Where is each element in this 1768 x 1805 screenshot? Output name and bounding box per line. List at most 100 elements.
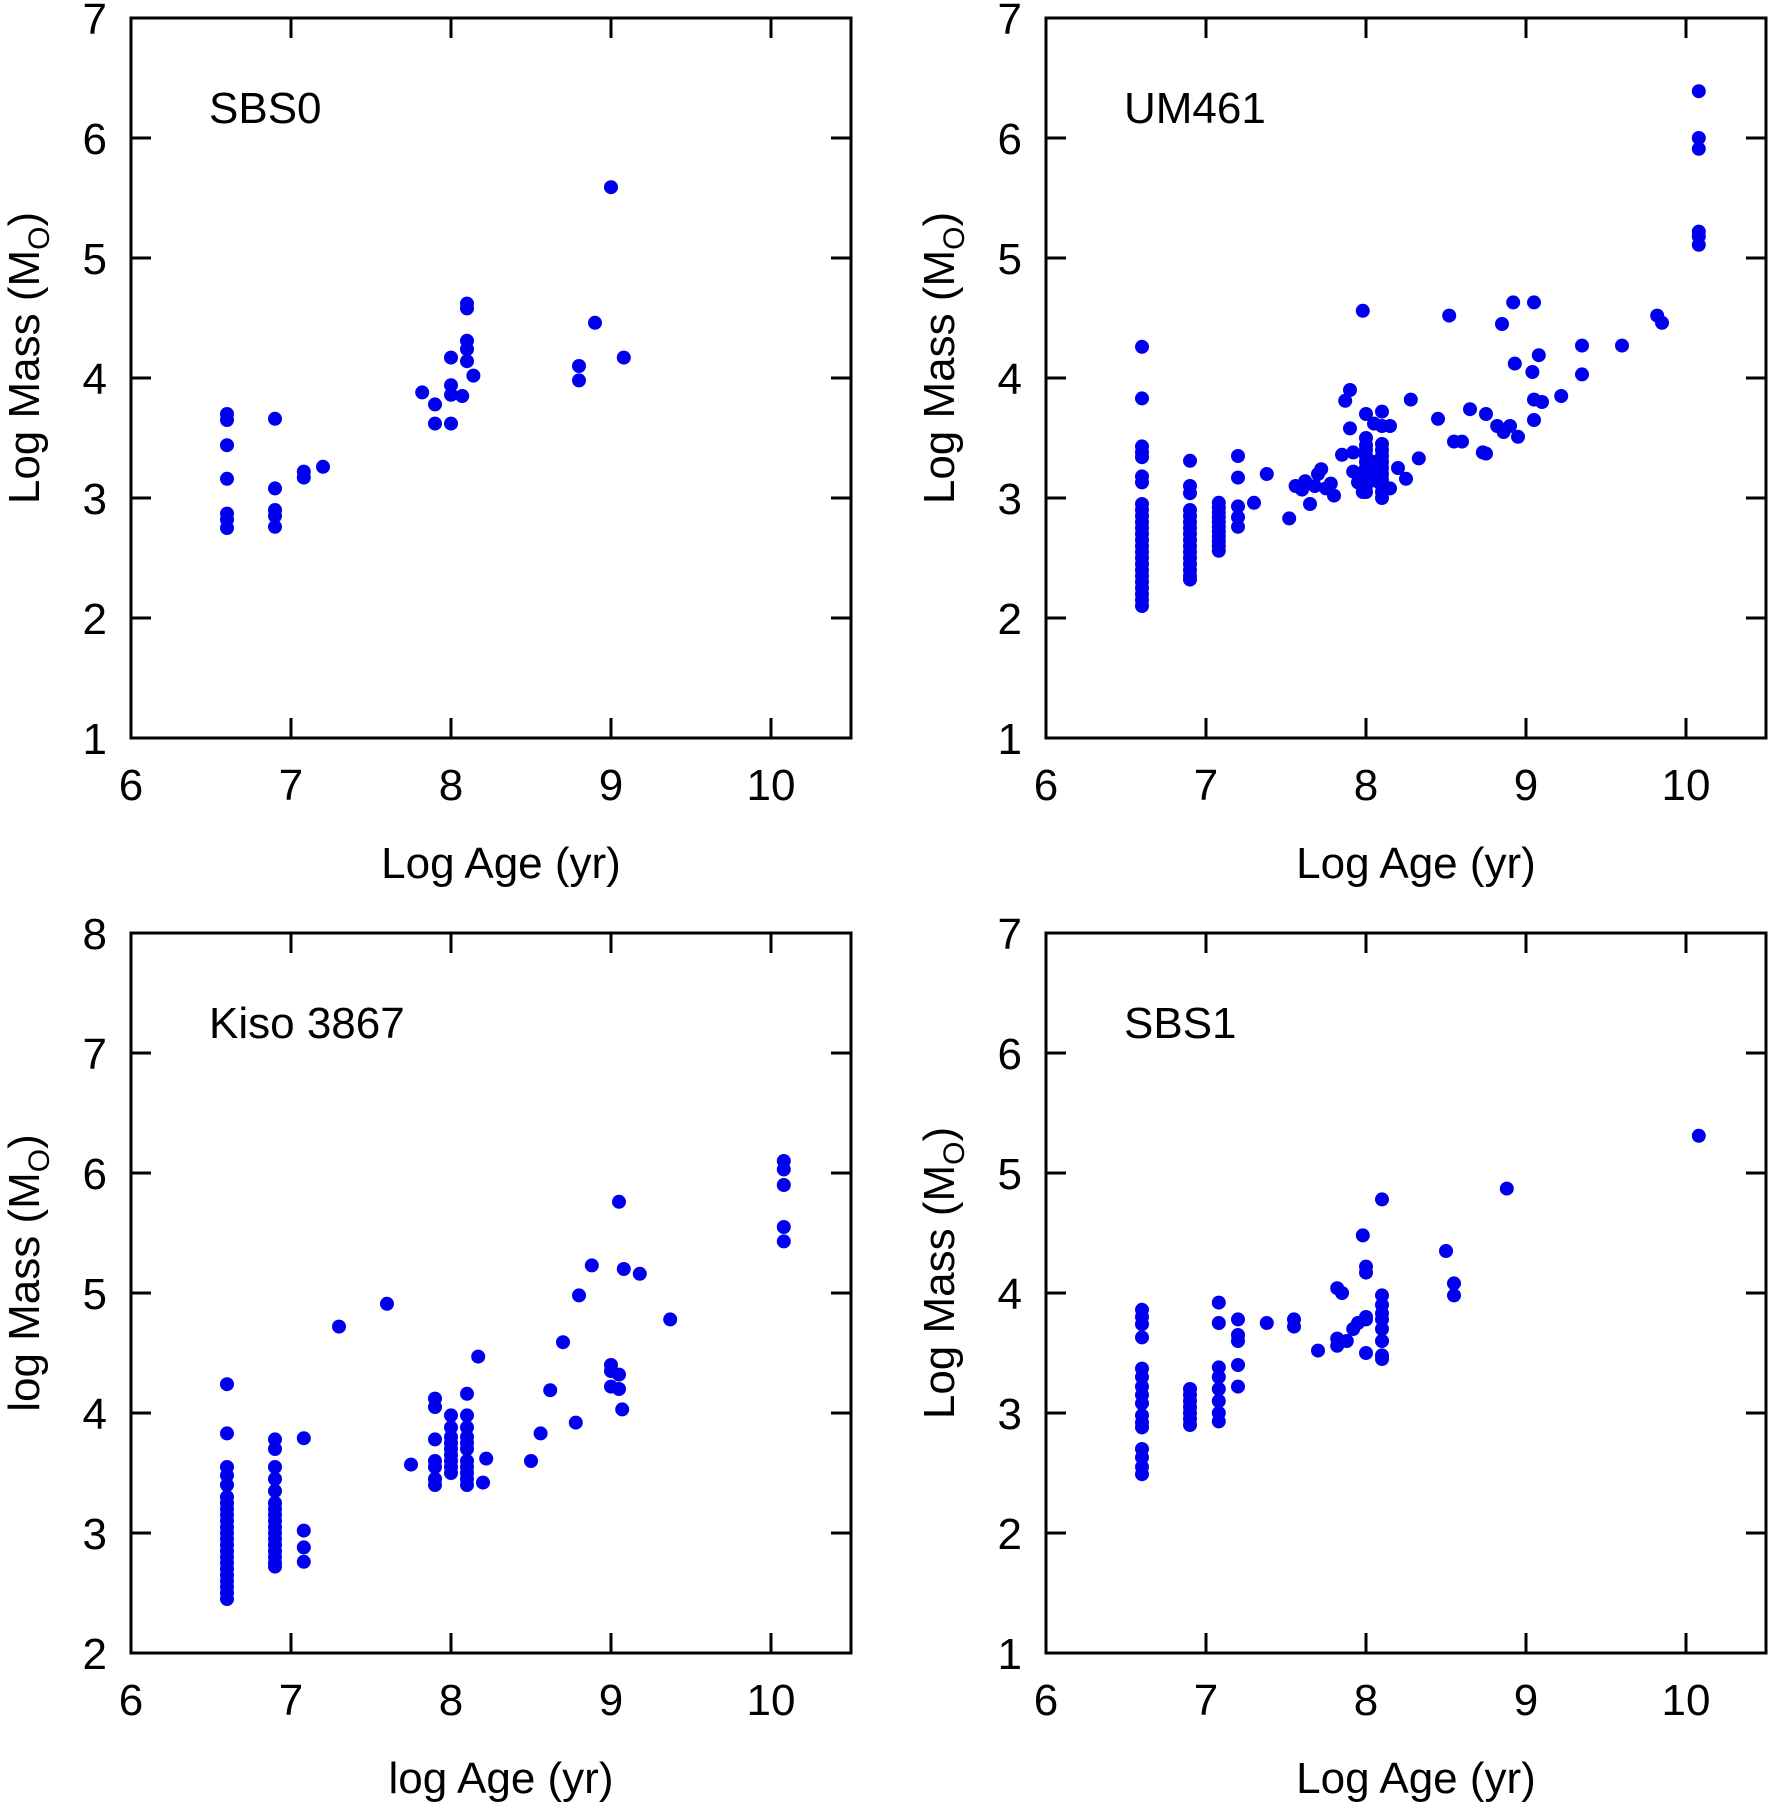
data-point — [1691, 1128, 1706, 1143]
x-axis-title: Log Age (yr) — [1296, 839, 1536, 888]
data-point — [1531, 348, 1546, 363]
x-tick-label: 10 — [747, 1676, 796, 1725]
y-tick-label: 7 — [998, 0, 1022, 44]
data-point — [1431, 411, 1445, 426]
data-point — [1135, 391, 1149, 406]
y-tick-label: 4 — [83, 355, 107, 404]
data-point — [268, 1559, 282, 1574]
data-point — [1359, 485, 1373, 499]
y-axis-title-main: Log Mass (M — [0, 250, 49, 504]
data-point — [1135, 1396, 1149, 1411]
panel-label: Kiso 3867 — [209, 999, 405, 1048]
data-point — [1183, 486, 1197, 501]
data-point — [1499, 1181, 1514, 1196]
data-point — [1383, 481, 1397, 496]
data-point — [316, 459, 330, 474]
y-tick-label: 7 — [998, 910, 1022, 959]
data-point — [1343, 383, 1357, 397]
data-point — [1211, 1295, 1226, 1310]
data-point — [1615, 338, 1629, 353]
x-tick-label: 6 — [119, 761, 143, 810]
data-point — [1135, 1420, 1149, 1435]
data-point — [1335, 1286, 1349, 1300]
data-point — [296, 1431, 311, 1446]
data-point — [1259, 1316, 1274, 1330]
x-tick-label: 7 — [1194, 761, 1218, 810]
data-point — [1211, 1370, 1226, 1384]
data-point — [1355, 303, 1370, 318]
y-tick-label: 5 — [998, 1150, 1022, 1199]
y-tick-label: 4 — [83, 1390, 107, 1439]
data-point — [460, 301, 474, 316]
data-point — [444, 1408, 458, 1423]
data-point — [428, 416, 442, 431]
data-point — [1375, 1312, 1389, 1327]
y-axis-title: Log Mass (MO) — [915, 1127, 971, 1419]
y-tick-label: 6 — [83, 115, 107, 164]
data-point — [404, 1457, 418, 1472]
data-point — [1359, 1265, 1373, 1280]
y-tick-label: 8 — [83, 910, 107, 959]
data-point — [471, 1349, 486, 1364]
data-point — [428, 1478, 442, 1492]
y-tick-label: 6 — [998, 115, 1022, 164]
data-point — [296, 1540, 311, 1555]
data-point — [444, 350, 458, 365]
data-point — [460, 1442, 474, 1456]
y-axis-title-subscript: O — [938, 1142, 971, 1165]
data-point — [268, 411, 282, 426]
data-point — [220, 1592, 234, 1606]
data-point — [268, 481, 282, 496]
y-tick-label: 4 — [998, 355, 1022, 404]
x-tick-label: 7 — [279, 1676, 303, 1725]
y-axis-title-close: ) — [915, 1127, 964, 1142]
x-tick-label: 7 — [279, 761, 303, 810]
x-axis-title: log Age (yr) — [389, 1754, 614, 1803]
x-tick-label: 6 — [1034, 761, 1058, 810]
data-point — [588, 315, 602, 330]
y-axis-title: Log Mass (MO) — [915, 212, 971, 504]
data-point — [776, 1162, 791, 1177]
y-axis-title-main: Log Mass (M — [915, 1165, 964, 1419]
data-point — [1525, 365, 1540, 379]
data-point — [268, 509, 282, 523]
data-point — [1355, 1228, 1370, 1243]
data-point — [1135, 1370, 1149, 1384]
y-tick-label: 5 — [998, 235, 1022, 284]
data-point — [1338, 393, 1353, 408]
data-point — [220, 1377, 234, 1392]
y-tick-label: 2 — [998, 595, 1022, 644]
data-point — [556, 1335, 570, 1350]
panel-1: 6 7 8 9 10 1 2 3 4 5 6 7 Log Age (yr) Log Mass (MO) SB… — [0, 0, 853, 888]
x-tick-label: 9 — [599, 761, 623, 810]
data-point — [1511, 429, 1525, 444]
data-point — [1303, 497, 1317, 511]
y-tick-label: 1 — [998, 715, 1022, 764]
panel-4: 6 7 8 9 10 1 2 3 4 5 6 7 Log Age (yr) Log Mass (MO) SB… — [915, 910, 1768, 1803]
panel-2: 6 7 8 9 10 1 2 3 4 5 6 7 Log Age (yr) Log Mass (MO) UM… — [915, 0, 1768, 888]
data-point — [612, 1367, 626, 1382]
data-point — [268, 1432, 282, 1447]
data-point — [1447, 1288, 1461, 1303]
y-axis-title-close: ) — [915, 212, 964, 227]
data-point — [776, 1178, 791, 1192]
data-point — [1314, 462, 1329, 477]
data-point — [1231, 470, 1245, 485]
data-point — [1375, 404, 1389, 419]
data-point — [1463, 402, 1477, 417]
data-point — [428, 1400, 442, 1414]
data-point — [220, 471, 234, 486]
data-point — [1691, 237, 1706, 252]
y-tick-label: 6 — [83, 1150, 107, 1199]
data-point — [1691, 131, 1706, 145]
data-point — [1507, 356, 1522, 371]
data-point — [296, 1523, 311, 1538]
data-point — [444, 416, 458, 431]
data-point — [1403, 392, 1418, 407]
data-point — [584, 1258, 599, 1273]
data-point — [572, 373, 586, 388]
data-point — [1231, 519, 1245, 534]
data-point — [1327, 488, 1341, 503]
data-point — [1211, 1394, 1226, 1408]
